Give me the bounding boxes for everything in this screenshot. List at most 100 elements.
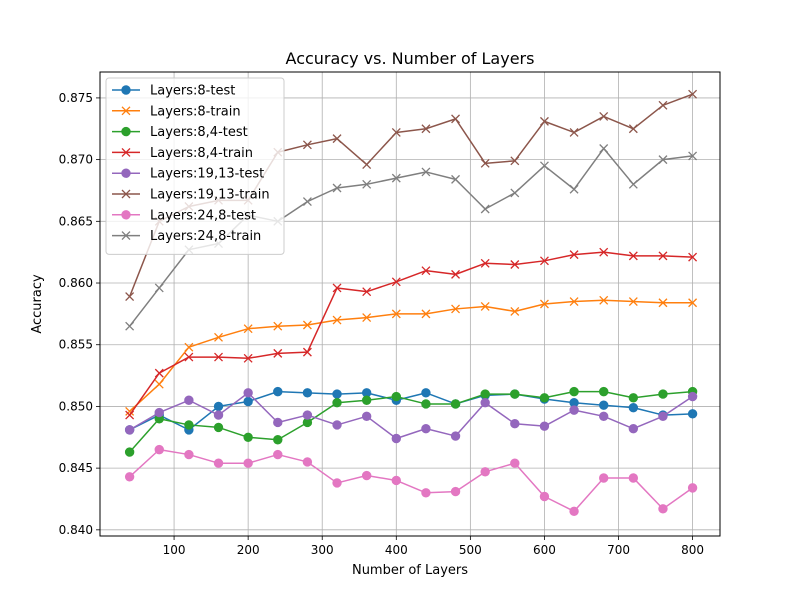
data-point (213, 458, 224, 468)
data-point (510, 419, 520, 429)
y-tick-label: 0.850 (59, 399, 93, 413)
data-point (362, 160, 372, 170)
data-point (243, 388, 253, 398)
data-point (124, 425, 135, 435)
data-point (510, 306, 520, 316)
legend-label: Layers:19,13-test (150, 167, 264, 182)
series-2 (124, 386, 698, 457)
series-line (129, 390, 693, 453)
data-point (480, 258, 490, 268)
data-point (332, 420, 342, 430)
data-point (391, 433, 401, 444)
data-point (332, 398, 342, 408)
legend-marker (121, 189, 131, 199)
x-tick-label: 100 (163, 543, 186, 557)
data-point (688, 89, 698, 99)
data-point (332, 183, 342, 193)
data-point (599, 247, 609, 257)
data-point (451, 304, 461, 314)
data-point (243, 432, 253, 442)
data-point (569, 250, 579, 260)
data-point (510, 156, 520, 166)
chart-title: Accuracy vs. Number of Layers (286, 49, 535, 68)
data-point (184, 420, 194, 430)
data-point (243, 396, 253, 407)
data-point (332, 283, 342, 293)
data-point (658, 389, 668, 399)
data-point (628, 393, 639, 403)
data-point (539, 393, 550, 403)
data-point (450, 399, 461, 409)
data-point (214, 352, 223, 362)
data-point (361, 395, 372, 405)
legend-entry: Layers:19,13-test (112, 167, 264, 182)
legend: Layers:8-test Layers:8-train Layers:8,4-te… (105, 77, 285, 255)
y-tick-label: 0.855 (59, 338, 93, 352)
data-point (243, 458, 253, 468)
x-tick-label: 600 (533, 543, 556, 557)
legend-entry: Layers:8,4-test (112, 125, 248, 140)
data-point (480, 204, 490, 214)
data-point (510, 389, 520, 399)
x-tick-label: 800 (681, 543, 704, 557)
data-point (628, 124, 638, 134)
legend-marker (121, 231, 131, 241)
x-tick-label: 200 (237, 543, 260, 557)
data-point (421, 124, 431, 134)
data-point (362, 179, 372, 189)
data-point (539, 256, 549, 266)
data-point (658, 155, 668, 165)
series-line (129, 392, 694, 440)
data-point (125, 406, 135, 416)
data-point (421, 266, 431, 276)
data-point (362, 287, 372, 297)
data-point (687, 483, 698, 493)
data-point (687, 391, 698, 402)
data-point (273, 417, 283, 428)
series-1 (125, 295, 698, 416)
y-axis-label: Accuracy (30, 274, 45, 334)
y-tick-label: 0.845 (59, 461, 93, 475)
legend-marker (121, 168, 131, 178)
data-point (391, 391, 401, 402)
legend-entry: Layers:24,8-test (112, 208, 256, 223)
data-point (451, 174, 461, 184)
data-point (273, 449, 283, 460)
y-tick-label: 0.865 (59, 214, 93, 228)
data-point (302, 320, 312, 330)
data-point (273, 386, 283, 397)
data-point (599, 411, 609, 421)
data-point (154, 444, 164, 455)
series-line (129, 299, 693, 412)
data-point (569, 297, 579, 306)
data-point (273, 435, 283, 445)
data-point (421, 309, 431, 319)
data-point (421, 388, 431, 398)
data-point (125, 410, 135, 420)
legend-label: Layers:19,13-train (150, 188, 270, 203)
data-point (362, 313, 372, 323)
data-point (361, 411, 372, 421)
x-axis-label: Number of Layers (352, 563, 468, 578)
y-tick-label: 0.870 (59, 153, 93, 167)
data-point (569, 386, 579, 397)
data-point (214, 332, 223, 342)
legend-label: Layers:8-test (150, 84, 235, 99)
data-point (569, 405, 579, 415)
data-point (599, 473, 609, 483)
data-point (273, 321, 283, 331)
data-point (569, 506, 579, 517)
data-point (154, 379, 164, 389)
data-point (539, 421, 550, 431)
data-point (124, 447, 135, 457)
data-point (688, 151, 698, 161)
legend-entry: Layers:8-test (112, 84, 235, 99)
data-point (391, 277, 401, 287)
legend-entry: Layers:24,8-train (112, 229, 261, 244)
data-point (421, 488, 431, 498)
data-point (125, 321, 135, 331)
legend-marker (121, 85, 131, 95)
data-point (273, 348, 283, 358)
data-point (658, 411, 668, 421)
data-point (599, 144, 609, 153)
